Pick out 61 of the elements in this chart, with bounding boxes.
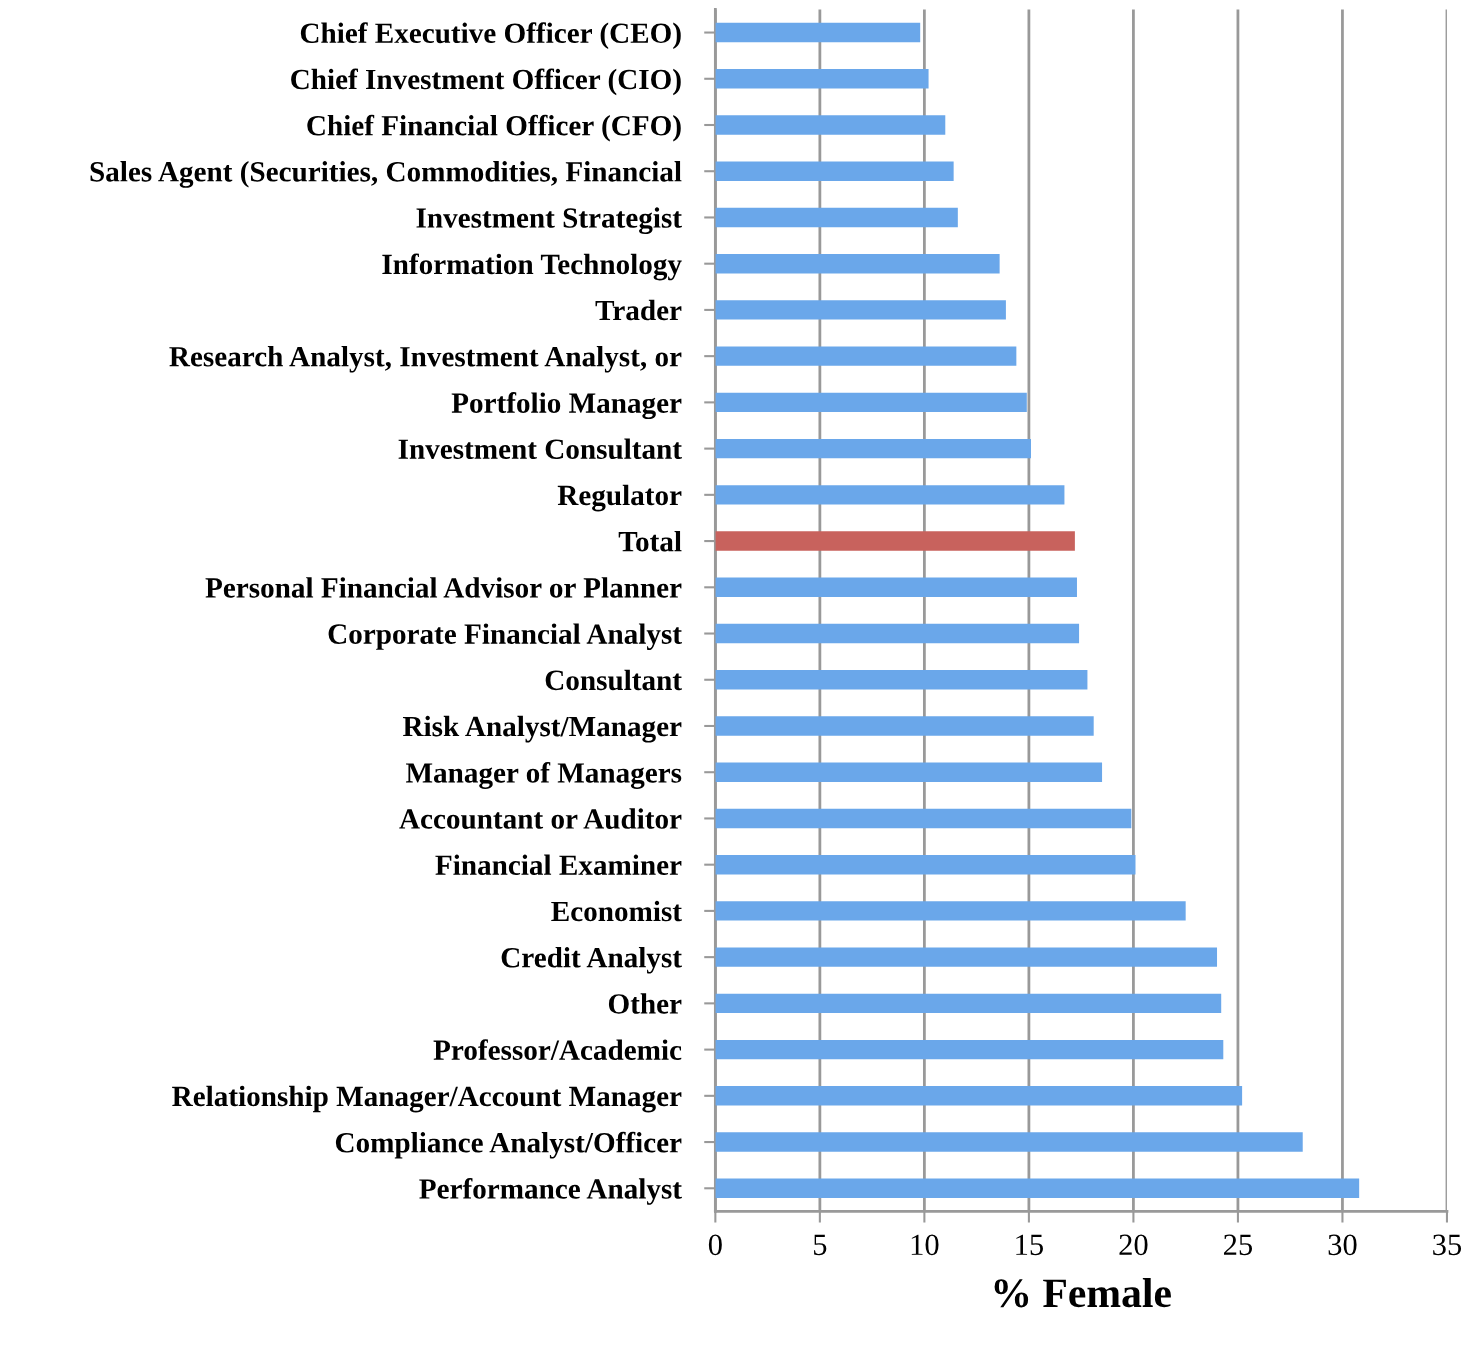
y-tick-label: Compliance Analyst/Officer: [335, 1131, 682, 1159]
bar: [715, 854, 1136, 875]
x-tick-label: 25: [1223, 1234, 1253, 1256]
x-axis-title: % Female: [994, 1278, 1171, 1308]
bar: [715, 531, 1075, 551]
y-tick-label: Information Technology: [382, 253, 682, 281]
y-tick-label: Professor/Academic: [433, 1039, 682, 1060]
x-tick-label: 30: [1328, 1234, 1357, 1256]
bar: [715, 808, 1132, 829]
x-tick-label: 10: [911, 1234, 939, 1256]
x-tick-label: 35: [1433, 1234, 1462, 1256]
y-tick-label: Chief Executive Officer (CEO): [300, 22, 681, 50]
bar: [715, 438, 1031, 459]
y-tick-label: Risk Analyst/Manager: [402, 715, 682, 743]
bar: [715, 1178, 1360, 1198]
y-tick-label: Research Analyst, Investment Analyst, or: [169, 346, 682, 373]
y-tick-label: Chief Investment Officer (CIO): [291, 68, 681, 96]
y-tick-label: Manager of Managers: [406, 761, 682, 789]
bar: [715, 115, 946, 135]
bar: [715, 69, 929, 89]
y-tick-label: Accountant or Auditor: [399, 808, 682, 829]
y-tick-label: Financial Examiner: [435, 854, 682, 876]
bar: [715, 300, 1006, 320]
y-tick-label: Corporate Financial Analyst: [328, 623, 682, 650]
y-tick-label: Consultant: [545, 669, 682, 691]
bar: [715, 901, 1186, 921]
x-tick-label: 0: [708, 1234, 722, 1256]
bar: [715, 392, 1027, 413]
y-tick-label: Credit Analyst: [501, 947, 682, 974]
bar: [715, 1132, 1303, 1152]
bar: [715, 947, 1218, 967]
y-tick-label: Trader: [595, 299, 682, 321]
y-tick-label: Investment Strategist: [416, 207, 682, 235]
bar: [715, 485, 1065, 505]
y-tick-label: Chief Financial Officer (CFO): [307, 114, 681, 142]
bar: [715, 22, 921, 43]
y-tick-label: Investment Consultant: [398, 438, 682, 460]
bar: [715, 577, 1077, 597]
bar: [715, 993, 1222, 1014]
y-tick-label: Regulator: [557, 484, 682, 512]
bar: [715, 670, 1088, 690]
y-tick-label: Other: [608, 993, 682, 1014]
y-tick-label: Total: [618, 530, 682, 552]
x-tick-label: 15: [1016, 1234, 1043, 1256]
y-tick-label: Personal Financial Advisor or Planner: [205, 577, 682, 598]
bar: [715, 253, 1000, 274]
y-tick-label: Economist: [551, 900, 682, 922]
x-tick-label: 20: [1119, 1234, 1148, 1256]
bar: [715, 161, 954, 181]
y-tick-label: Sales Agent (Securities, Commodities, Financial: [90, 161, 682, 188]
y-tick-label: Performance Analyst: [419, 1178, 682, 1205]
bar: [715, 1086, 1243, 1106]
bar: [715, 346, 1017, 366]
x-tick-label: 5: [814, 1234, 827, 1256]
bar: [715, 762, 1103, 782]
bar: [715, 623, 1080, 644]
y-tick-label: Relationship Manager/Account Manager: [172, 1085, 682, 1113]
bar: [715, 207, 958, 228]
bar: [715, 716, 1094, 736]
y-tick-label: Portfolio Manager: [451, 392, 682, 420]
bar: [715, 1039, 1224, 1060]
